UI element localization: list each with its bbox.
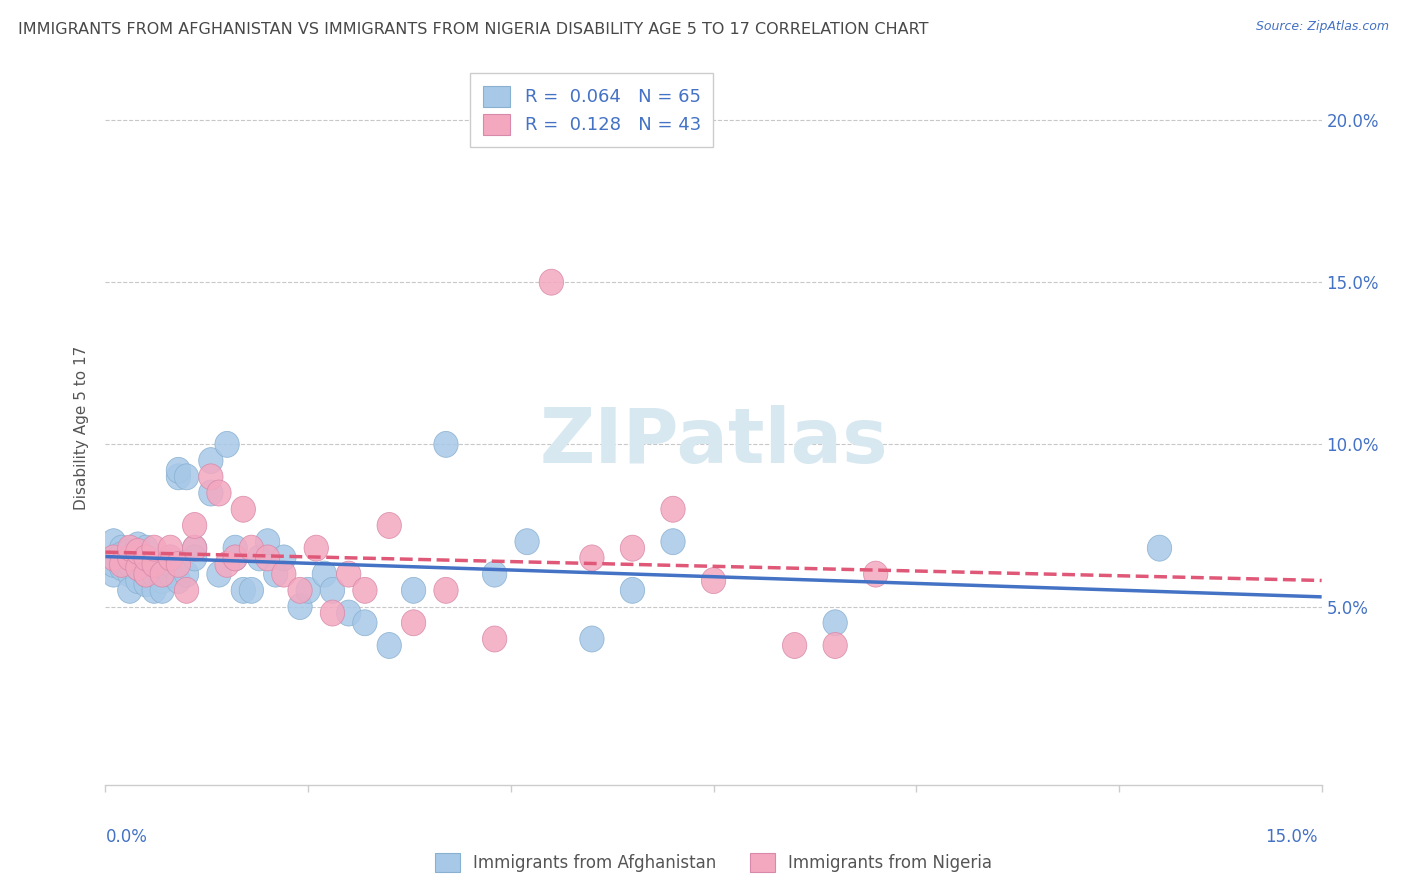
Text: Source: ZipAtlas.com: Source: ZipAtlas.com: [1256, 20, 1389, 33]
Text: IMMIGRANTS FROM AFGHANISTAN VS IMMIGRANTS FROM NIGERIA DISABILITY AGE 5 TO 17 CO: IMMIGRANTS FROM AFGHANISTAN VS IMMIGRANT…: [18, 22, 929, 37]
Text: 15.0%: 15.0%: [1265, 828, 1317, 846]
Legend: Immigrants from Afghanistan, Immigrants from Nigeria: Immigrants from Afghanistan, Immigrants …: [426, 844, 1001, 880]
Y-axis label: Disability Age 5 to 17: Disability Age 5 to 17: [75, 346, 90, 510]
Text: ZIPatlas: ZIPatlas: [540, 406, 887, 479]
Text: 0.0%: 0.0%: [105, 828, 148, 846]
